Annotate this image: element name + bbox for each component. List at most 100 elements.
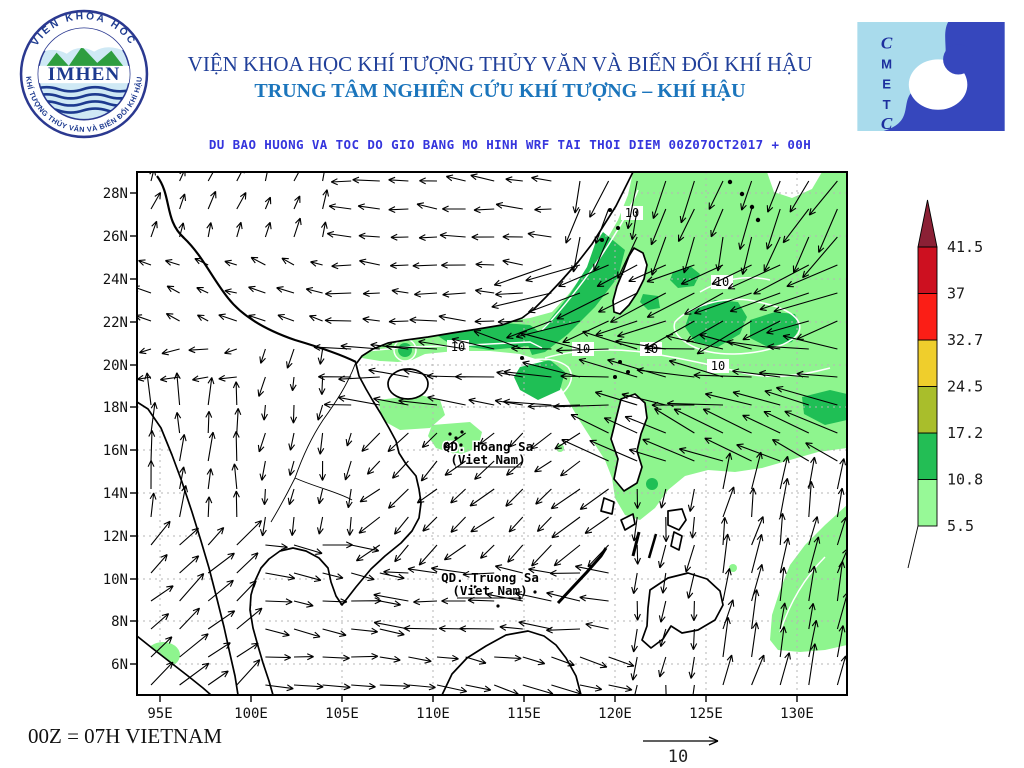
- lon-tick-label: 110E: [416, 706, 450, 722]
- wind-arrow: [802, 236, 838, 279]
- lat-tick-label: 24N: [103, 272, 128, 288]
- wind-arrow: [138, 259, 152, 266]
- wind-arrow: [502, 233, 523, 241]
- wind-arrow: [196, 287, 209, 294]
- wind-arrow: [343, 460, 352, 481]
- wind-arrow: [322, 189, 330, 210]
- wind-arrow: [763, 410, 810, 434]
- wind-arrow: [465, 684, 492, 693]
- wind-arrow: [690, 600, 698, 622]
- wind-arrow: [584, 516, 609, 534]
- wind-arrow: [732, 390, 781, 406]
- shade-gap: [767, 172, 822, 198]
- wind-arrow: [796, 370, 838, 378]
- wind-arrow: [330, 178, 352, 186]
- wind-arrow: [179, 485, 189, 518]
- wind-arrow: [531, 175, 552, 183]
- wind-arrow: [345, 432, 353, 447]
- wind-arrow: [205, 410, 213, 434]
- lon-tick-label: 95E: [147, 706, 172, 722]
- wind-arrow: [553, 544, 581, 567]
- colorbar-segment: [917, 432, 938, 480]
- wind-arrow: [150, 553, 168, 574]
- wind-arrow: [519, 331, 581, 350]
- wind-arrow: [293, 572, 322, 583]
- wind-arrow: [173, 372, 181, 406]
- wind-arrow: [528, 292, 581, 314]
- wind-arrow: [322, 628, 347, 638]
- wind-arrow: [149, 492, 157, 518]
- wind-arrow: [224, 348, 237, 355]
- wind-arrow: [277, 313, 295, 322]
- wind-arrow: [416, 488, 438, 504]
- wind-arrow: [506, 320, 552, 339]
- wind-arrow: [293, 682, 324, 690]
- wind-arrow: [689, 516, 697, 539]
- wind-arrow: [471, 233, 495, 241]
- wind-arrow: [702, 408, 752, 434]
- wind-arrow: [450, 516, 466, 533]
- wind-arrow: [665, 333, 724, 350]
- wind-arrow: [236, 659, 261, 686]
- wind-arrow: [179, 572, 205, 602]
- wind-arrow: [742, 320, 781, 341]
- wind-arrow: [836, 560, 846, 602]
- colorbar-top-arrow: [917, 199, 938, 248]
- wind-arrow: [579, 656, 608, 669]
- wind-arrow: [673, 408, 724, 434]
- wind-arrow: [597, 292, 638, 313]
- wind-arrow: [808, 180, 838, 216]
- wind-arrow: [650, 208, 667, 246]
- wind-arrow: [753, 264, 810, 295]
- wind-arrow: [383, 568, 409, 576]
- wind-arrow: [836, 458, 847, 490]
- wind-arrow: [556, 346, 609, 354]
- wind-arrow: [159, 375, 180, 383]
- wind-arrow: [351, 627, 378, 635]
- wind-arrow: [474, 317, 495, 325]
- wind-arrow: [771, 438, 810, 462]
- time-zone-note: 00Z = 07H VIETNAM: [28, 724, 223, 748]
- wind-speed-colorbar: 5.5 10.8 17.2 24.5 32.7 37 41.5: [907, 199, 983, 569]
- wind-arrow: [421, 432, 438, 449]
- wind-arrow: [179, 527, 200, 546]
- wind-arrow: [607, 358, 666, 378]
- wind-arrow: [207, 190, 217, 210]
- colorbar-body: 5.5 10.8 17.2 24.5 32.7 37 41.5: [907, 199, 983, 569]
- wind-arrow: [651, 180, 667, 219]
- wind-arrow: [293, 628, 321, 639]
- wind-arrow: [630, 656, 638, 681]
- wind-arrow: [589, 439, 638, 462]
- wind-arrow: [687, 488, 695, 512]
- wind-arrow: [265, 572, 296, 581]
- wind-arrow: [646, 345, 695, 352]
- wind-arrow: [625, 180, 638, 230]
- wind-arrow: [722, 568, 732, 602]
- wind-arrow: [503, 368, 552, 378]
- lat-tick-label: 14N: [103, 486, 128, 502]
- lat-tick-label: 18N: [103, 400, 128, 416]
- wind-arrow: [470, 173, 495, 182]
- wind-arrow: [150, 661, 174, 686]
- wind-arrow: [474, 287, 495, 295]
- wind-arrow: [530, 432, 552, 450]
- coastline-mindoro: [600, 497, 615, 515]
- wind-arrow: [704, 437, 752, 462]
- wind-arrow: [585, 621, 609, 630]
- wind-arrow: [751, 654, 765, 686]
- wind-arrow: [373, 592, 409, 602]
- wind-arrow: [322, 654, 350, 662]
- wind-arrow: [318, 373, 352, 381]
- lat-tick-label: 26N: [103, 229, 128, 245]
- institute-title: VIỆN KHOA HỌC KHÍ TƯỢNG THỦY VĂN VÀ BIẾN…: [187, 52, 813, 76]
- wind-arrow: [261, 488, 269, 506]
- wind-arrow: [608, 684, 633, 693]
- wind-arrow: [556, 292, 609, 320]
- wind-arrow: [264, 196, 272, 210]
- wind-arrow: [259, 348, 266, 364]
- colorbar-segment: [917, 386, 938, 434]
- wind-arrow: [779, 477, 790, 518]
- wind-arrow: [624, 415, 667, 434]
- wind-arrow: [293, 544, 323, 555]
